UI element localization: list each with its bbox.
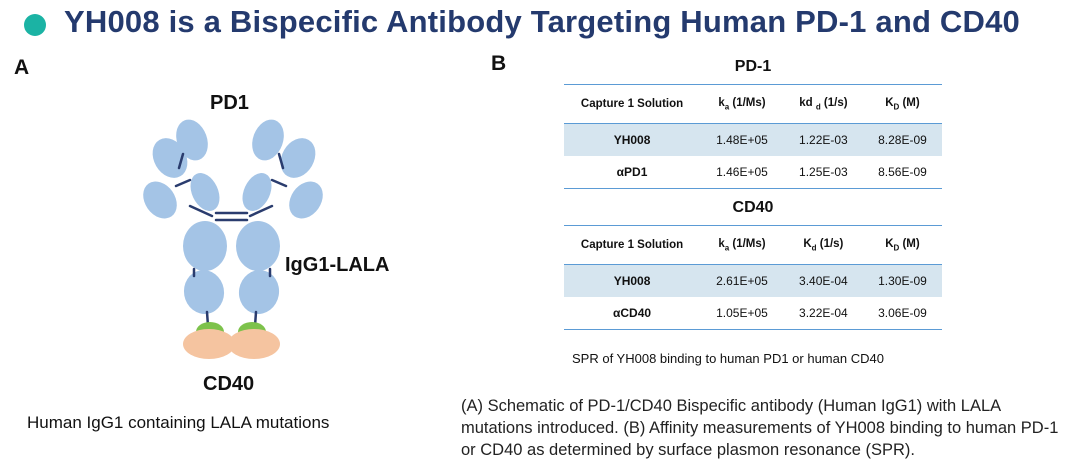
cd40-table-title: CD40 [732, 199, 774, 216]
row-KD: 8.28E-09 [862, 123, 942, 156]
row-KD: 3.06E-09 [862, 297, 942, 330]
panel-a-caption: Human IgG1 containing LALA mutations [27, 413, 330, 432]
right-interchain-bond [270, 178, 288, 188]
col-header-solution: Capture 1 Solution [564, 225, 701, 265]
panel-a-label: A [14, 56, 30, 79]
igg1-lala-label: IgG1-LALA [285, 254, 390, 276]
pd1-table-title: PD-1 [734, 58, 772, 75]
row-KD: 1.30E-09 [862, 264, 942, 297]
right-vh-domain [252, 119, 284, 161]
row-kd: 1.25E-03 [783, 156, 863, 189]
row-kd: 1.22E-03 [783, 123, 863, 156]
row-ka: 1.46E+05 [700, 156, 784, 189]
row-solution: YH008 [564, 264, 701, 297]
antibody-schematic: PD1 IgG1-LALA CD40 [120, 88, 420, 408]
row-solution: αCD40 [564, 297, 701, 330]
left-ch2-domain [183, 221, 227, 271]
table-row: YH008 2.61E+05 3.40E-04 1.30E-09 [564, 264, 942, 297]
left-ch1-domain [190, 173, 220, 211]
table-row: αPD1 1.46E+05 1.25E-03 8.56E-09 [564, 156, 942, 189]
table-header-row: Capture 1 Solution ka (1/Ms) Kd (1/s) KD… [564, 225, 942, 265]
left-vh-linker [177, 152, 185, 170]
col-header-ka: ka (1/Ms) [700, 225, 784, 265]
right-ch1-domain [242, 173, 272, 211]
left-cl-domain [143, 181, 177, 219]
left-ch3-domain [183, 270, 225, 314]
right-cd40-binder-peach [228, 329, 280, 359]
title-bullet-icon [24, 14, 46, 36]
antibody-icon [143, 119, 323, 359]
col-header-kd: Kd (1/s) [783, 225, 863, 265]
right-ch3-domain [238, 270, 280, 314]
row-kd: 3.22E-04 [783, 297, 863, 330]
spr-caption: SPR of YH008 binding to human PD1 or hum… [572, 351, 884, 366]
pd1-affinity-table: PD-1 Capture 1 Solution ka (1/Ms) kd d (… [564, 58, 942, 189]
table-row: αCD40 1.05E+05 3.22E-04 3.06E-09 [564, 297, 942, 330]
col-header-KD: KD (M) [862, 225, 942, 265]
left-vh-domain [176, 119, 208, 161]
pd1-label: PD1 [210, 92, 249, 114]
row-ka: 1.05E+05 [700, 297, 784, 330]
right-cl-domain [289, 181, 323, 219]
col-header-solution: Capture 1 Solution [564, 84, 701, 124]
cd40-affinity-table: CD40 Capture 1 Solution ka (1/Ms) Kd (1/… [564, 199, 942, 330]
right-ch2-domain [236, 221, 280, 271]
row-ka: 2.61E+05 [700, 264, 784, 297]
row-solution: YH008 [564, 123, 701, 156]
row-kd: 3.40E-04 [783, 264, 863, 297]
left-interchain-bond [174, 178, 192, 188]
left-hinge-connector [188, 204, 214, 218]
page-title: YH008 is a Bispecific Antibody Targeting… [64, 4, 1020, 39]
right-vl-domain [280, 138, 316, 178]
col-header-KD: KD (M) [862, 84, 942, 124]
panel-b-label: B [491, 52, 507, 75]
col-header-ka: ka (1/Ms) [700, 84, 784, 124]
table-row: YH008 1.48E+05 1.22E-03 8.28E-09 [564, 123, 942, 156]
table-header-row: Capture 1 Solution ka (1/Ms) kd d (1/s) … [564, 84, 942, 124]
row-ka: 1.48E+05 [700, 123, 784, 156]
row-solution: αPD1 [564, 156, 701, 189]
col-header-kd: kd d (1/s) [783, 84, 863, 124]
left-cd40-binder-peach [183, 329, 235, 359]
cd40-label: CD40 [203, 373, 255, 395]
right-hinge-connector [248, 204, 274, 218]
right-vh-linker [277, 152, 285, 170]
figure-caption: (A) Schematic of PD-1/CD40 Bispecific an… [461, 397, 1059, 459]
row-KD: 8.56E-09 [862, 156, 942, 189]
